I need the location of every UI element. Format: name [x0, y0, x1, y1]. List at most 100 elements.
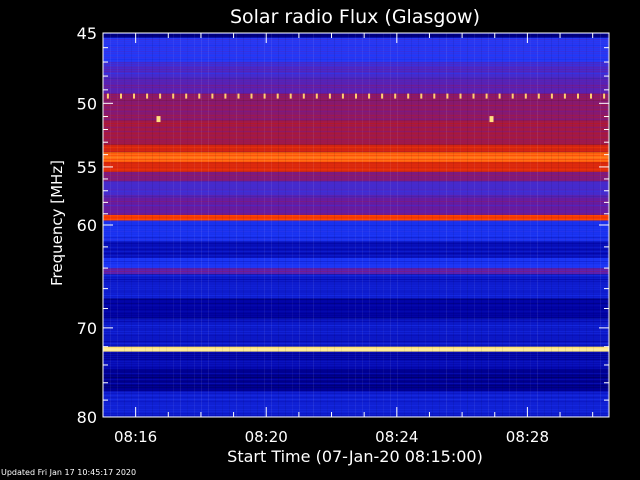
texture-row — [103, 203, 609, 204]
spike-mark — [590, 93, 592, 99]
noise-column — [201, 33, 202, 417]
noise-column — [334, 33, 335, 417]
texture-row — [103, 407, 609, 408]
texture-row — [103, 207, 609, 208]
spike-mark — [537, 93, 540, 99]
texture-row — [103, 83, 609, 84]
texture-row — [103, 349, 609, 350]
texture-row — [103, 309, 609, 310]
spike-mark — [133, 93, 135, 99]
texture-row — [103, 129, 609, 130]
texture-row — [103, 351, 609, 352]
texture-row — [103, 339, 609, 340]
noise-column — [124, 33, 125, 417]
noise-column — [453, 33, 454, 417]
axis-ticks: 45 50 55 60 70 80 08:16 08:20 08:24 08:28 — [77, 24, 609, 446]
texture-row — [103, 325, 609, 326]
texture-row — [103, 201, 609, 202]
spike-mark — [328, 93, 331, 99]
texture-row — [103, 39, 609, 40]
texture-row — [103, 255, 609, 256]
spike-mark — [420, 93, 423, 99]
x-tick-label: 08:20 — [245, 428, 288, 446]
texture-row — [103, 393, 609, 394]
texture-row — [103, 319, 609, 320]
texture-row — [103, 41, 609, 42]
noise-column — [180, 33, 181, 417]
spike-mark — [577, 93, 579, 99]
x-tick-label: 08:16 — [114, 428, 157, 446]
noise-column — [397, 33, 398, 417]
texture-row — [103, 387, 609, 388]
noise-column — [460, 33, 461, 417]
texture-row — [103, 221, 609, 222]
noise-column — [341, 33, 342, 417]
texture-row — [103, 79, 609, 80]
spike-mark — [550, 93, 553, 99]
spike-mark — [289, 93, 292, 99]
y-tick-label: 80 — [77, 408, 97, 427]
texture-row — [103, 47, 609, 48]
texture-row — [103, 399, 609, 400]
texture-row — [103, 139, 609, 140]
noise-column — [194, 33, 195, 417]
texture-row — [103, 173, 609, 174]
noise-column — [348, 33, 349, 417]
texture-row — [103, 155, 609, 156]
y-tick-label: 55 — [77, 158, 97, 177]
texture-row — [103, 375, 609, 376]
y-tick-label: 50 — [77, 94, 97, 113]
frequency-band — [103, 62, 609, 79]
spike-mark — [237, 93, 240, 99]
texture-row — [103, 265, 609, 266]
spike-mark — [315, 93, 318, 99]
texture-row — [103, 35, 609, 36]
texture-row — [103, 235, 609, 236]
texture-row — [103, 285, 609, 286]
texture-row — [103, 63, 609, 64]
texture-row — [103, 53, 609, 54]
texture-row — [103, 77, 609, 78]
noise-column — [292, 33, 293, 417]
texture-row — [103, 249, 609, 250]
noise-column — [257, 33, 258, 417]
texture-row — [103, 379, 609, 380]
texture-row — [103, 251, 609, 252]
noise-column — [236, 33, 237, 417]
texture-row — [103, 101, 609, 102]
texture-row — [103, 169, 609, 170]
spike-mark — [224, 93, 227, 99]
noise-column — [145, 33, 146, 417]
frequency-band — [103, 274, 609, 299]
texture-row — [103, 335, 609, 336]
texture-row — [103, 287, 609, 288]
texture-row — [103, 67, 609, 68]
texture-row — [103, 331, 609, 332]
y-tick-label: 70 — [77, 319, 97, 338]
texture-row — [103, 159, 609, 160]
texture-row — [103, 247, 609, 248]
spike-mark — [276, 93, 279, 99]
texture-row — [103, 371, 609, 372]
texture-row — [103, 109, 609, 110]
noise-column — [285, 33, 286, 417]
texture-row — [103, 295, 609, 296]
noise-column — [369, 33, 370, 417]
texture-row — [103, 355, 609, 356]
texture-row — [103, 337, 609, 338]
noise-column — [152, 33, 153, 417]
noise-column — [320, 33, 321, 417]
texture-row — [103, 145, 609, 146]
noise-column — [439, 33, 440, 417]
noise-column — [271, 33, 272, 417]
texture-row — [103, 261, 609, 262]
texture-row — [103, 125, 609, 126]
texture-row — [103, 405, 609, 406]
spike-mark — [603, 93, 606, 99]
noise-column — [131, 33, 132, 417]
texture-row — [103, 111, 609, 112]
texture-row — [103, 127, 609, 128]
texture-row — [103, 141, 609, 142]
spike-mark — [472, 93, 475, 99]
texture-row — [103, 243, 609, 244]
